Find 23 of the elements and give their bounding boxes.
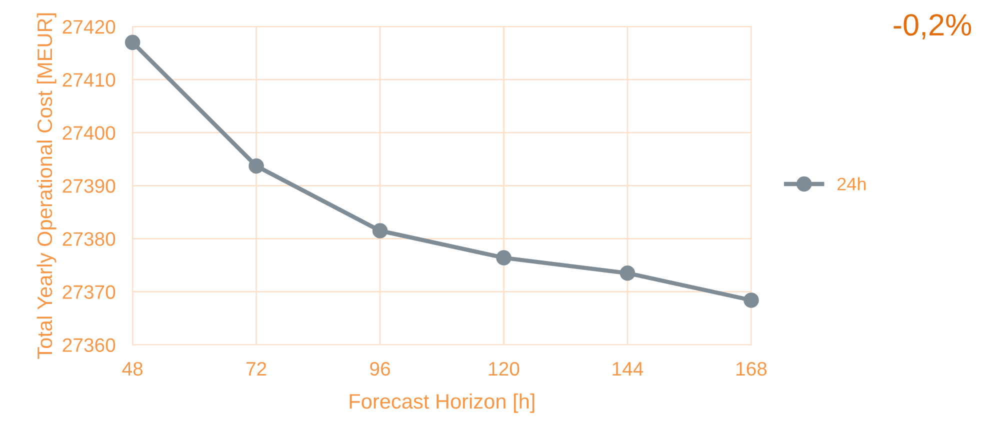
x-tick-label: 168 (736, 362, 767, 376)
x-tick-label: 96 (370, 362, 390, 376)
x-tick-label: 48 (122, 362, 143, 376)
y-tick-label: 27380 (62, 232, 116, 246)
point (248, 158, 264, 174)
point (744, 292, 759, 308)
point (620, 266, 636, 281)
x-tick-label: 72 (246, 362, 266, 376)
y-tick-label: 27370 (62, 285, 116, 299)
point (124, 34, 140, 50)
y-tick-label: 27390 (62, 179, 116, 193)
legend-label: 24h (838, 177, 866, 190)
x-axis-title: Forecast Horizon [h] (350, 393, 534, 413)
x-tick-label: 120 (489, 362, 520, 376)
y-tick-label: 27410 (62, 73, 116, 87)
text: -0,2% (894, 14, 972, 40)
point (496, 250, 512, 266)
y-tick-label: 27360 (62, 338, 116, 352)
y-axis-title: Total Yearly Operational Cost [MEUR] (36, 13, 56, 359)
x-tick-label: 144 (612, 362, 644, 376)
y-tick-label: 27400 (62, 126, 116, 140)
y-tick-label: 27420 (62, 20, 116, 34)
point (372, 223, 388, 238)
